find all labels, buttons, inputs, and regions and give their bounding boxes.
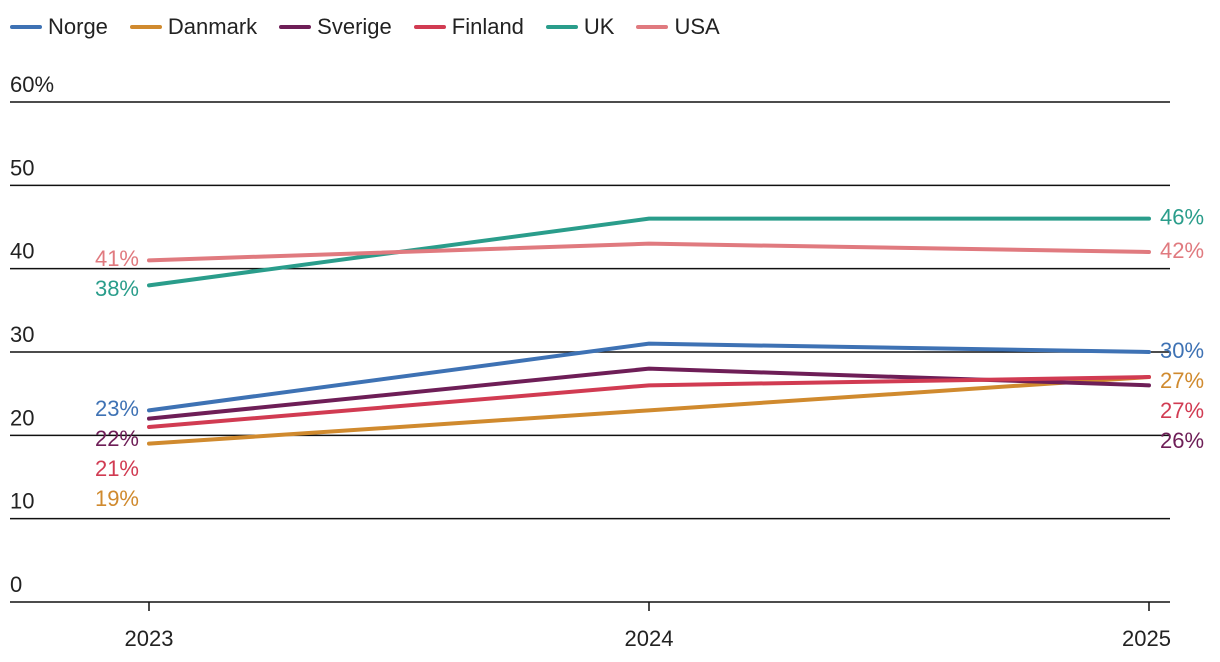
data-label: 27% — [1160, 398, 1204, 423]
data-label: 19% — [95, 486, 139, 511]
y-tick-label: 20 — [10, 405, 34, 430]
chart-legend: Norge Danmark Sverige Finland UK USA — [10, 14, 742, 40]
y-tick-label: 0 — [10, 572, 22, 597]
legend-label: USA — [674, 14, 720, 39]
data-label: 38% — [95, 276, 139, 301]
y-tick-label: 10 — [10, 489, 34, 514]
y-tick-label: 50 — [10, 155, 34, 180]
legend-swatch — [279, 25, 312, 29]
data-label: 23% — [95, 396, 139, 421]
data-label: 30% — [1160, 338, 1204, 363]
y-tick-label: 30 — [10, 322, 34, 347]
data-label: 21% — [95, 456, 139, 481]
legend-swatch — [10, 25, 42, 29]
y-tick-label: 40 — [10, 239, 34, 264]
legend-swatch — [129, 25, 162, 29]
x-tick-label: 2024 — [625, 626, 674, 651]
legend-label: Norge — [48, 14, 108, 39]
data-label: 27% — [1160, 368, 1204, 393]
legend-swatch — [636, 25, 669, 29]
legend-item-usa: USA — [636, 14, 720, 40]
x-tick-label: 2023 — [125, 626, 174, 651]
x-tick-label: 2025 — [1122, 626, 1171, 651]
legend-swatch — [413, 25, 446, 29]
legend-item-norge: Norge — [10, 14, 108, 40]
data-label: 42% — [1160, 238, 1204, 263]
legend-label: UK — [583, 14, 615, 39]
data-label: 22% — [95, 426, 139, 451]
y-tick-label: 60% — [10, 72, 54, 97]
legend-label: Danmark — [167, 14, 258, 39]
data-label: 46% — [1160, 204, 1204, 229]
series-line-uk — [147, 216, 1151, 288]
series-line-danmark — [147, 375, 1151, 446]
series-line-finland — [147, 375, 1151, 429]
legend-swatch — [545, 25, 578, 29]
data-label: 41% — [95, 246, 139, 271]
legend-label: Sverige — [317, 14, 392, 39]
legend-item-danmark: Danmark — [129, 14, 258, 40]
series-line-usa — [147, 241, 1151, 263]
legend-label: Finland — [451, 14, 524, 39]
series-line-norge — [147, 341, 1151, 413]
legend-item-uk: UK — [545, 14, 615, 40]
data-label: 26% — [1160, 428, 1204, 453]
legend-item-finland: Finland — [413, 14, 524, 40]
legend-item-sverige: Sverige — [279, 14, 392, 40]
